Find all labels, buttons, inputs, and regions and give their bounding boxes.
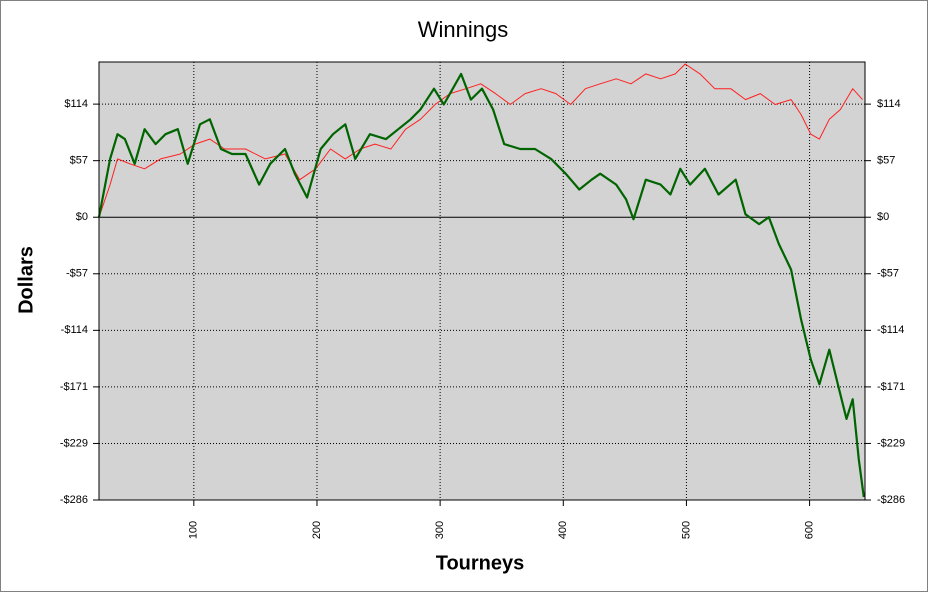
chart-title: Winnings	[418, 17, 508, 42]
x-tick-label: 500	[680, 521, 692, 539]
y2-tick-label: -$114	[877, 324, 904, 336]
y2-tick-label: -$229	[877, 437, 905, 449]
y2-tick-label: -$286	[877, 494, 905, 506]
y-tick-label: -$171	[60, 381, 88, 393]
data-line	[97, 72, 865, 498]
y2-tick-label: -$171	[877, 381, 905, 393]
x-tick-label: 200	[311, 521, 323, 539]
y-axis-title: Dollars	[15, 246, 37, 314]
x-tick-label: 400	[557, 521, 569, 539]
data-line	[98, 63, 863, 218]
y-tick-label: -$286	[60, 494, 88, 506]
y-tick-label: -$114	[61, 324, 88, 336]
x-tick-label: 300	[434, 521, 446, 539]
plot-border	[98, 61, 866, 501]
plot-area	[99, 62, 865, 500]
x-tick-label: 600	[803, 521, 815, 539]
y-tick-label: -$57	[66, 268, 88, 280]
y2-tick-label: $114	[877, 98, 901, 110]
x-axis-title: Tourneys	[436, 552, 525, 574]
y2-tick-label: -$57	[877, 268, 899, 280]
y2-tick-label: $0	[877, 211, 889, 223]
y-tick-label: $57	[70, 155, 88, 167]
y-tick-label: $0	[76, 211, 88, 223]
x-tick-label: 100	[188, 521, 200, 539]
y2-tick-label: $57	[877, 155, 895, 167]
y-tick-label: $114	[64, 98, 88, 110]
y-tick-label: -$229	[60, 437, 88, 449]
